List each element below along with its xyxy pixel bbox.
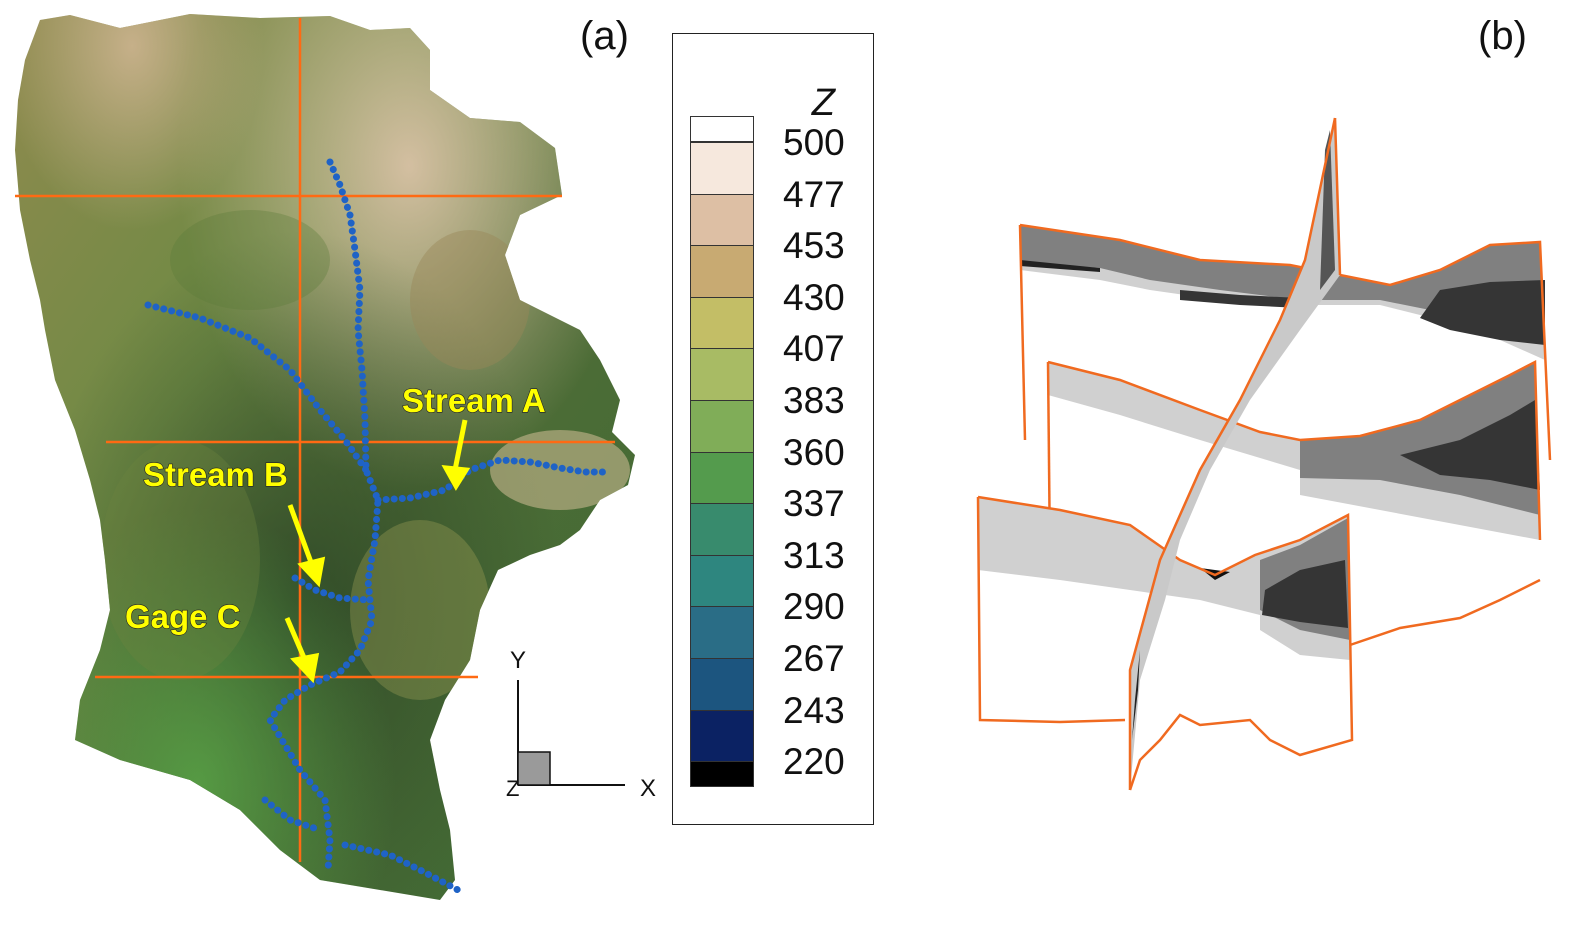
stream-network [144,158,609,894]
legend-value: 267 [783,638,845,679]
legend-swatch [690,348,754,400]
legend-swatch [690,245,754,297]
legend-value: 243 [783,689,845,731]
legend-value: 220 [783,741,845,783]
annotation-arrows [284,419,471,684]
annotation-labels: Stream A Stream B Gage C [124,381,546,635]
z-axis-label: Z [506,776,519,801]
middle-section [1046,359,1542,561]
stream-b-label: Stream B [143,456,288,493]
legend-value: 500 [783,122,845,163]
sw-tributary [261,796,324,834]
legend-value: 430 [783,276,845,318]
legend-swatch [690,142,754,194]
legend-value: 360 [783,431,845,473]
main-stream [265,158,382,874]
legend-swatch [690,451,754,504]
legend-swatch-top [690,116,754,142]
stream-a-label: Stream A [402,382,546,419]
section-lines [15,18,615,862]
stream-b [291,574,372,604]
legend-swatch [690,606,754,658]
stream-a [374,456,609,504]
legend-value: 407 [783,328,845,370]
legend-swatch [690,554,754,607]
legend-swatch [690,193,754,246]
legend-value: 337 [783,483,845,525]
elevation-legend: Z 500 477 453 430 407 383 360 337 313 290 267 243 22… [672,33,874,825]
cross-section-panel [900,0,1576,922]
legend-swatch [690,761,754,788]
legend-swatch [690,709,754,762]
legend-value: 453 [783,225,845,267]
diagonal-section [1128,117,1342,790]
legend-swatch [690,503,754,555]
legend-swatch [690,658,754,710]
legend-value: 383 [783,380,845,421]
cross-section-fence-diagram [976,117,1552,791]
west-tributary [144,301,370,474]
terrain-map-panel: Stream A Stream B Gage C Y X Z [0,0,660,922]
gage-c-label: Gage C [125,598,241,635]
z-axis-cube-icon [517,751,551,786]
axis-triad: Y X Z [506,647,656,802]
legend-swatch [690,400,754,452]
y-axis-label: Y [510,647,526,674]
south-tributary [341,841,462,894]
legend-value: 290 [783,586,845,628]
panel-b-label: (b) [1478,14,1527,58]
legend-swatch [690,296,754,349]
legend-value: 313 [783,534,845,576]
legend-value: 477 [783,173,845,215]
legend-title: Z [811,82,835,124]
terrain-map: Stream A Stream B Gage C Y X Z [15,14,656,900]
panel-a-label: (a) [580,14,629,58]
x-axis-label: X [640,775,656,802]
